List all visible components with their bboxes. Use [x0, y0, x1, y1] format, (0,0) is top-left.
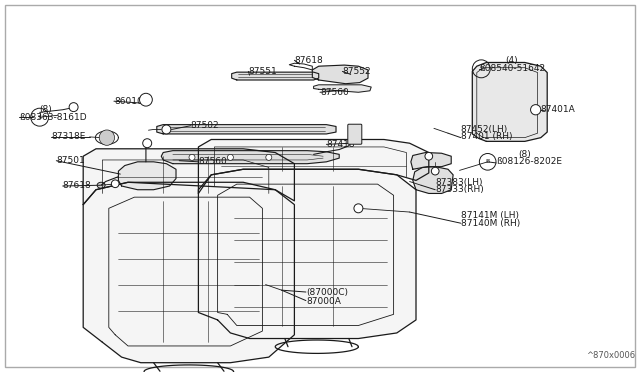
Polygon shape [83, 149, 294, 205]
Text: 87618: 87618 [63, 182, 92, 190]
Polygon shape [198, 140, 429, 193]
Circle shape [266, 154, 272, 160]
FancyBboxPatch shape [348, 124, 362, 144]
Text: 87141M (LH): 87141M (LH) [461, 211, 519, 220]
Circle shape [354, 204, 363, 213]
Polygon shape [413, 167, 453, 193]
Text: 87501: 87501 [56, 156, 85, 165]
Text: 87502: 87502 [191, 121, 220, 130]
Text: 87560: 87560 [198, 157, 227, 166]
Polygon shape [232, 72, 319, 80]
Text: ß08540-51642: ß08540-51642 [479, 64, 545, 73]
Text: 87418: 87418 [326, 140, 355, 149]
Polygon shape [198, 169, 416, 339]
Text: 87333(RH): 87333(RH) [435, 185, 484, 194]
Polygon shape [118, 162, 176, 190]
Polygon shape [314, 85, 371, 92]
Polygon shape [312, 65, 368, 84]
Text: 87318E: 87318E [51, 132, 86, 141]
Circle shape [189, 154, 195, 160]
Polygon shape [161, 151, 339, 164]
Polygon shape [157, 125, 336, 134]
Text: 87383(LH): 87383(LH) [435, 178, 483, 187]
Text: 87560: 87560 [320, 88, 349, 97]
Polygon shape [83, 182, 294, 363]
Text: S: S [38, 115, 42, 120]
Text: (8): (8) [40, 105, 52, 114]
Text: 87552: 87552 [342, 67, 371, 76]
Text: 87551: 87551 [248, 67, 277, 76]
Text: 87452(LH): 87452(LH) [461, 125, 508, 134]
Text: ^870x0006: ^870x0006 [586, 351, 635, 360]
Circle shape [425, 153, 433, 160]
Text: ß08363-8161D: ß08363-8161D [19, 113, 87, 122]
Text: (4): (4) [506, 56, 518, 65]
Polygon shape [411, 153, 451, 169]
Text: 87401 (RH): 87401 (RH) [461, 132, 512, 141]
Text: 87618: 87618 [294, 56, 323, 65]
Circle shape [99, 130, 115, 145]
Circle shape [531, 105, 541, 115]
Text: 87401A: 87401A [541, 105, 575, 114]
Text: S: S [479, 66, 483, 71]
Circle shape [111, 180, 119, 187]
Polygon shape [472, 62, 547, 141]
Circle shape [69, 103, 78, 112]
Text: ß08126-8202E: ß08126-8202E [496, 157, 562, 166]
Circle shape [162, 125, 171, 134]
Text: (8): (8) [518, 150, 531, 159]
Circle shape [227, 154, 234, 160]
Text: 87140M (RH): 87140M (RH) [461, 219, 520, 228]
Text: B: B [486, 159, 490, 164]
Text: 87000A: 87000A [306, 297, 340, 306]
Circle shape [140, 93, 152, 106]
Text: 86010A: 86010A [114, 97, 148, 106]
Text: (87000C): (87000C) [306, 288, 348, 296]
Circle shape [431, 167, 439, 175]
Ellipse shape [97, 182, 105, 188]
Circle shape [143, 139, 152, 148]
